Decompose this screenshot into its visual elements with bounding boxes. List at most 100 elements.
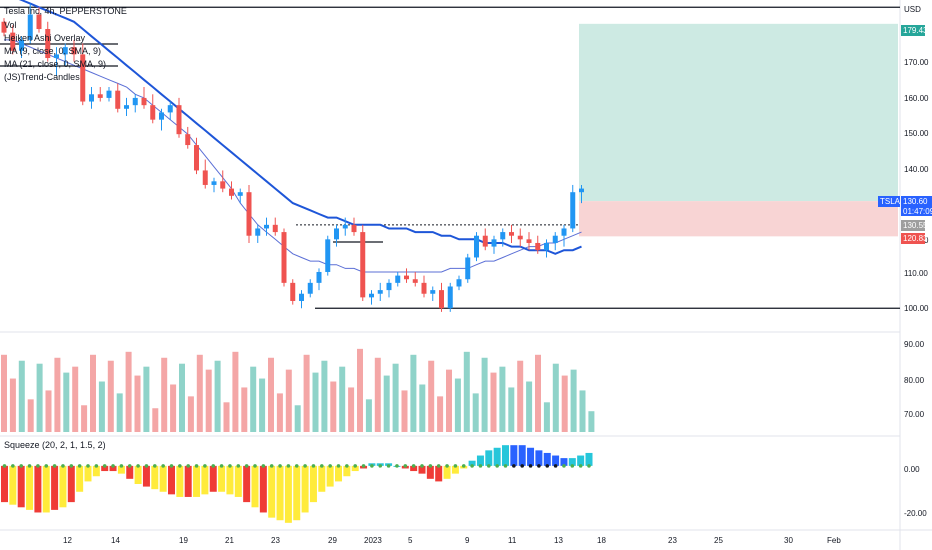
candle[interactable] <box>89 87 94 109</box>
candle[interactable] <box>526 232 532 251</box>
candle[interactable] <box>360 224 366 301</box>
candle[interactable] <box>552 232 558 251</box>
squeeze-dot <box>219 464 224 468</box>
current-price-tag: 130.60 <box>903 197 928 206</box>
candle[interactable] <box>1 18 7 37</box>
candle[interactable] <box>307 279 313 298</box>
candle[interactable] <box>395 271 401 287</box>
squeeze-dot <box>320 464 324 468</box>
candle[interactable] <box>325 235 331 276</box>
candle[interactable] <box>159 108 164 131</box>
legend-ma-9[interactable]: MA (9, close, 0, SMA, 9) <box>4 46 101 56</box>
squeeze-dot <box>420 464 424 468</box>
candle[interactable] <box>377 282 383 301</box>
candle[interactable] <box>27 3 33 44</box>
candle[interactable] <box>115 83 121 113</box>
position-profit-zone[interactable] <box>579 23 898 202</box>
candle[interactable] <box>334 224 339 247</box>
candle[interactable] <box>19 36 24 59</box>
candle[interactable] <box>316 268 322 291</box>
volume-bar <box>526 381 533 432</box>
candle[interactable] <box>456 275 462 291</box>
candle[interactable] <box>255 224 261 243</box>
candle-body <box>97 94 103 98</box>
candle[interactable] <box>97 87 103 102</box>
candle[interactable] <box>299 290 304 309</box>
candle[interactable] <box>36 7 42 33</box>
legend-trend-candles[interactable]: (JS)Trend-Candles <box>4 72 80 82</box>
candle[interactable] <box>369 290 374 305</box>
squeeze-dot <box>562 464 566 468</box>
squeeze-bar <box>418 465 426 474</box>
time-tick: 21 <box>225 536 234 545</box>
candle[interactable] <box>342 217 348 236</box>
time-axis[interactable]: 12 14 19 21 23 29 2023 5 9 11 13 18 23 2… <box>63 536 841 545</box>
squeeze-bar <box>9 465 17 505</box>
candle[interactable] <box>71 39 77 62</box>
candle[interactable] <box>535 235 541 254</box>
volume-bar <box>579 390 586 432</box>
position-loss-zone[interactable] <box>579 201 898 237</box>
candle[interactable] <box>10 25 16 55</box>
candle[interactable] <box>54 47 59 77</box>
candle[interactable] <box>272 217 278 236</box>
candle[interactable] <box>80 43 86 106</box>
candle[interactable] <box>264 217 269 236</box>
candle-body <box>439 290 444 309</box>
legend-squeeze[interactable]: Squeeze (20, 2, 1, 1.5, 2) <box>4 440 106 450</box>
candle[interactable] <box>465 253 471 283</box>
candle[interactable] <box>517 228 523 247</box>
candle[interactable] <box>141 87 147 109</box>
entry-tag-bg <box>901 220 925 231</box>
candle[interactable] <box>176 97 182 138</box>
candle[interactable] <box>124 97 129 117</box>
candle[interactable] <box>474 232 479 262</box>
squeeze-dot <box>470 464 474 468</box>
candle[interactable] <box>404 268 409 283</box>
volume-tick: 90.00 <box>904 340 925 349</box>
candle[interactable] <box>229 181 234 200</box>
legend-vol[interactable]: Vol <box>4 20 17 30</box>
candle[interactable] <box>421 275 427 298</box>
candle[interactable] <box>430 286 436 301</box>
candle[interactable] <box>62 43 68 66</box>
candle[interactable] <box>351 217 357 236</box>
squeeze-dot <box>186 464 190 468</box>
candle[interactable] <box>447 282 453 312</box>
candle[interactable] <box>45 21 51 62</box>
candle[interactable] <box>561 224 567 247</box>
candle[interactable] <box>132 94 138 113</box>
candle[interactable] <box>509 224 514 243</box>
candle[interactable] <box>167 101 173 120</box>
candle[interactable] <box>412 271 418 287</box>
candle[interactable] <box>482 228 488 251</box>
candle[interactable] <box>544 239 549 258</box>
candle[interactable] <box>220 170 226 193</box>
candle[interactable] <box>246 184 252 243</box>
candle[interactable] <box>237 188 243 204</box>
candle[interactable] <box>439 282 444 312</box>
currency-label: USD <box>904 5 921 14</box>
candle[interactable] <box>211 177 217 193</box>
symbol-title[interactable]: Tesla Inc, 4h, PEPPERSTONE <box>4 6 127 16</box>
candle[interactable] <box>281 228 287 287</box>
candle[interactable] <box>500 228 506 247</box>
squeeze-bar <box>67 465 75 503</box>
candle[interactable] <box>202 159 208 189</box>
price-tick: 160.00 <box>904 94 929 103</box>
candle[interactable] <box>290 279 296 305</box>
candle-body <box>404 275 409 280</box>
candle[interactable] <box>570 184 576 233</box>
legend-heiken-ashi[interactable]: Heiken Ashi Overlay <box>4 33 86 43</box>
candle[interactable] <box>150 94 156 124</box>
candle[interactable] <box>491 235 497 254</box>
candle[interactable] <box>185 126 191 149</box>
squeeze-dot <box>453 464 458 468</box>
candle[interactable] <box>194 137 199 175</box>
candle[interactable] <box>579 184 584 204</box>
candle[interactable] <box>386 279 392 298</box>
volume-bar <box>232 351 239 432</box>
candle[interactable] <box>106 87 112 102</box>
legend-ma-21[interactable]: MA (21, close, 0, SMA, 9) <box>4 59 106 69</box>
